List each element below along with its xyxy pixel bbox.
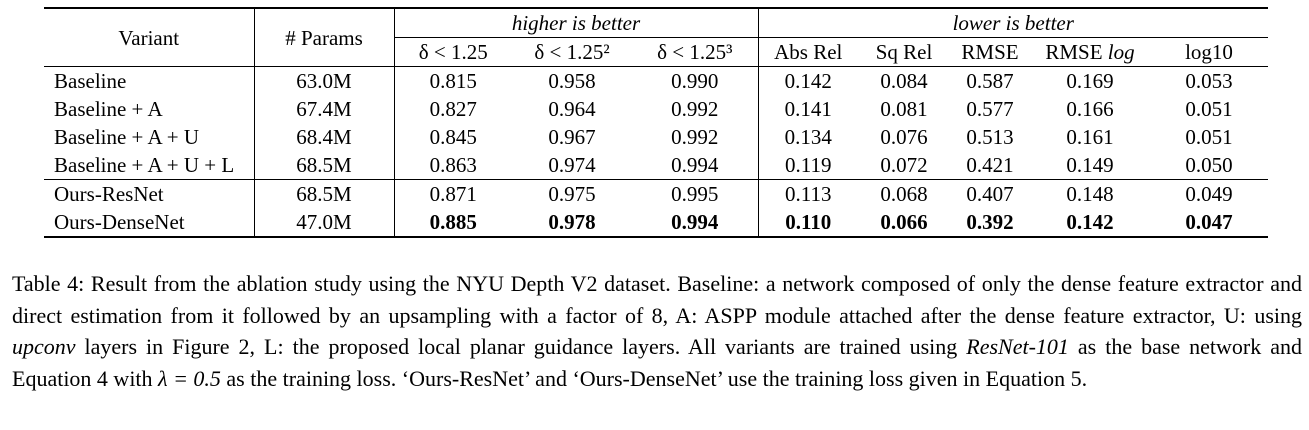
caption-upconv: upconv [12, 334, 76, 359]
metric-cell: 0.047 [1150, 208, 1268, 238]
ablation-table: Variant # Params higher is better lower … [44, 7, 1268, 238]
metric-cell: 0.119 [757, 151, 858, 180]
params-cell: 68.4M [253, 123, 394, 151]
metric-cell: 0.148 [1030, 179, 1150, 208]
metric-cell: 0.051 [1185, 125, 1233, 149]
metric-cell: 0.587 [950, 66, 1030, 95]
metric-cell: 0.049 [1150, 179, 1268, 208]
variant-cell: Baseline + A [54, 97, 163, 121]
metric-cell: 0.974 [548, 153, 596, 177]
lower-is-better-header: lower is better [757, 7, 1268, 38]
metric-cell: 0.815 [393, 66, 512, 95]
variant-cell: Ours-DenseNet [44, 208, 254, 238]
metric-cell: 0.053 [1150, 66, 1268, 95]
metric-cell: 0.407 [950, 179, 1030, 208]
table-row: Ours-ResNet 68.5M 0.871 0.975 0.995 0.113 0.06… [44, 179, 1268, 208]
variant-cell: Baseline + A + U [54, 125, 200, 149]
metric-cell: 0.068 [858, 179, 950, 208]
metric-header: δ < 1.25 [393, 37, 512, 67]
table-row: Baseline + A + U + L 68.5M 0.863 0.974 0.994… [44, 151, 1268, 180]
params-cell: 67.4M [253, 95, 394, 123]
header-row-metrics: δ < 1.25 δ < 1.25² δ < 1.25³ Abs Rel Sq … [44, 37, 1268, 67]
table-row: Baseline + A 67.4M 0.827 0.964 0.992 0.141 0.0… [44, 95, 1268, 123]
metric-cell: 0.141 [757, 95, 858, 123]
table-row: Baseline + A + U 68.4M 0.845 0.967 0.992 0.13… [44, 123, 1268, 151]
params-header: # Params [253, 7, 394, 67]
variant-cell: Baseline [44, 66, 254, 95]
metric-cell: 0.995 [632, 179, 758, 208]
higher-is-better-header: higher is better [393, 7, 758, 38]
metric-cell: 0.992 [671, 125, 719, 149]
metric-header: δ < 1.25³ [632, 37, 758, 67]
params-cell: 68.5M [253, 151, 394, 180]
caption-text: layers in Figure 2, L: the proposed loca… [75, 334, 967, 359]
metric-header: δ < 1.25² [512, 37, 632, 67]
metric-cell: 0.076 [880, 125, 928, 149]
metric-header: RMSE log [1030, 37, 1150, 67]
metric-cell: 0.975 [512, 179, 632, 208]
metric-cell: 0.066 [858, 208, 950, 238]
caption-text: Table 4: Result from the ablation study … [12, 271, 1302, 328]
metric-cell: 0.513 [966, 125, 1014, 149]
metric-cell: 0.885 [393, 208, 512, 238]
metric-cell: 0.134 [757, 123, 858, 151]
metric-cell: 0.110 [757, 208, 858, 238]
metric-cell: 0.958 [512, 66, 632, 95]
table-row: Baseline 63.0M 0.815 0.958 0.990 0.142 0.084 0.… [44, 66, 1268, 95]
table-caption: Table 4: Result from the ablation study … [12, 268, 1302, 394]
metric-cell: 0.050 [1185, 153, 1233, 177]
metric-cell: 0.863 [393, 151, 512, 180]
metric-cell: 0.994 [671, 153, 719, 177]
params-cell: 68.5M [253, 179, 394, 208]
metric-header: RMSE [950, 37, 1030, 67]
variant-cell: Baseline + A + U + L [54, 153, 235, 177]
metric-cell: 0.827 [393, 95, 512, 123]
metric-cell: 0.084 [858, 66, 950, 95]
metric-cell: 0.871 [393, 179, 512, 208]
metric-header: Abs Rel [757, 37, 858, 67]
params-cell: 47.0M [253, 208, 394, 238]
metric-cell: 0.990 [632, 66, 758, 95]
caption-resnet: ResNet-101 [966, 334, 1069, 359]
metric-cell: 0.142 [1030, 208, 1150, 238]
params-cell: 63.0M [253, 66, 394, 95]
metric-cell: 0.967 [548, 125, 596, 149]
caption-text: as the base network and Equation 4 with [12, 334, 1303, 391]
metric-cell: 0.845 [393, 123, 512, 151]
variant-header: Variant [44, 7, 254, 67]
metric-cell: 0.577 [966, 97, 1014, 121]
caption-lambda: λ = 0.5 [158, 365, 221, 391]
table-body: Baseline 63.0M 0.815 0.958 0.990 0.142 0.084 0.… [44, 66, 1268, 238]
metric-cell: 0.978 [512, 208, 632, 238]
metric-cell: 0.994 [632, 208, 758, 238]
metric-cell: 0.051 [1185, 97, 1233, 121]
metric-cell: 0.169 [1030, 66, 1150, 95]
metric-cell: 0.166 [1066, 97, 1114, 121]
metric-cell: 0.964 [548, 97, 596, 121]
metric-header: Sq Rel [858, 37, 950, 67]
table-row: Ours-DenseNet 47.0M 0.885 0.978 0.994 0.110 0.… [44, 208, 1268, 238]
header-row-groups: Variant # Params higher is better lower … [44, 7, 1268, 67]
variant-cell: Ours-ResNet [44, 179, 254, 208]
caption-text: as the training loss. ‘Ours-ResNet’ and … [220, 365, 1088, 391]
rmse-log-prefix: RMSE [1045, 40, 1103, 64]
metric-cell: 0.421 [966, 153, 1014, 177]
metric-cell: 0.142 [757, 66, 858, 95]
metric-cell: 0.992 [671, 97, 719, 121]
metric-cell: 0.081 [880, 97, 928, 121]
rmse-log-suffix: log [1107, 40, 1135, 64]
metric-header: log10 [1150, 37, 1268, 67]
metric-cell: 0.072 [880, 153, 928, 177]
metric-cell: 0.161 [1066, 125, 1114, 149]
metric-cell: 0.149 [1066, 153, 1114, 177]
metric-cell: 0.392 [950, 208, 1030, 238]
metric-cell: 0.113 [757, 179, 858, 208]
